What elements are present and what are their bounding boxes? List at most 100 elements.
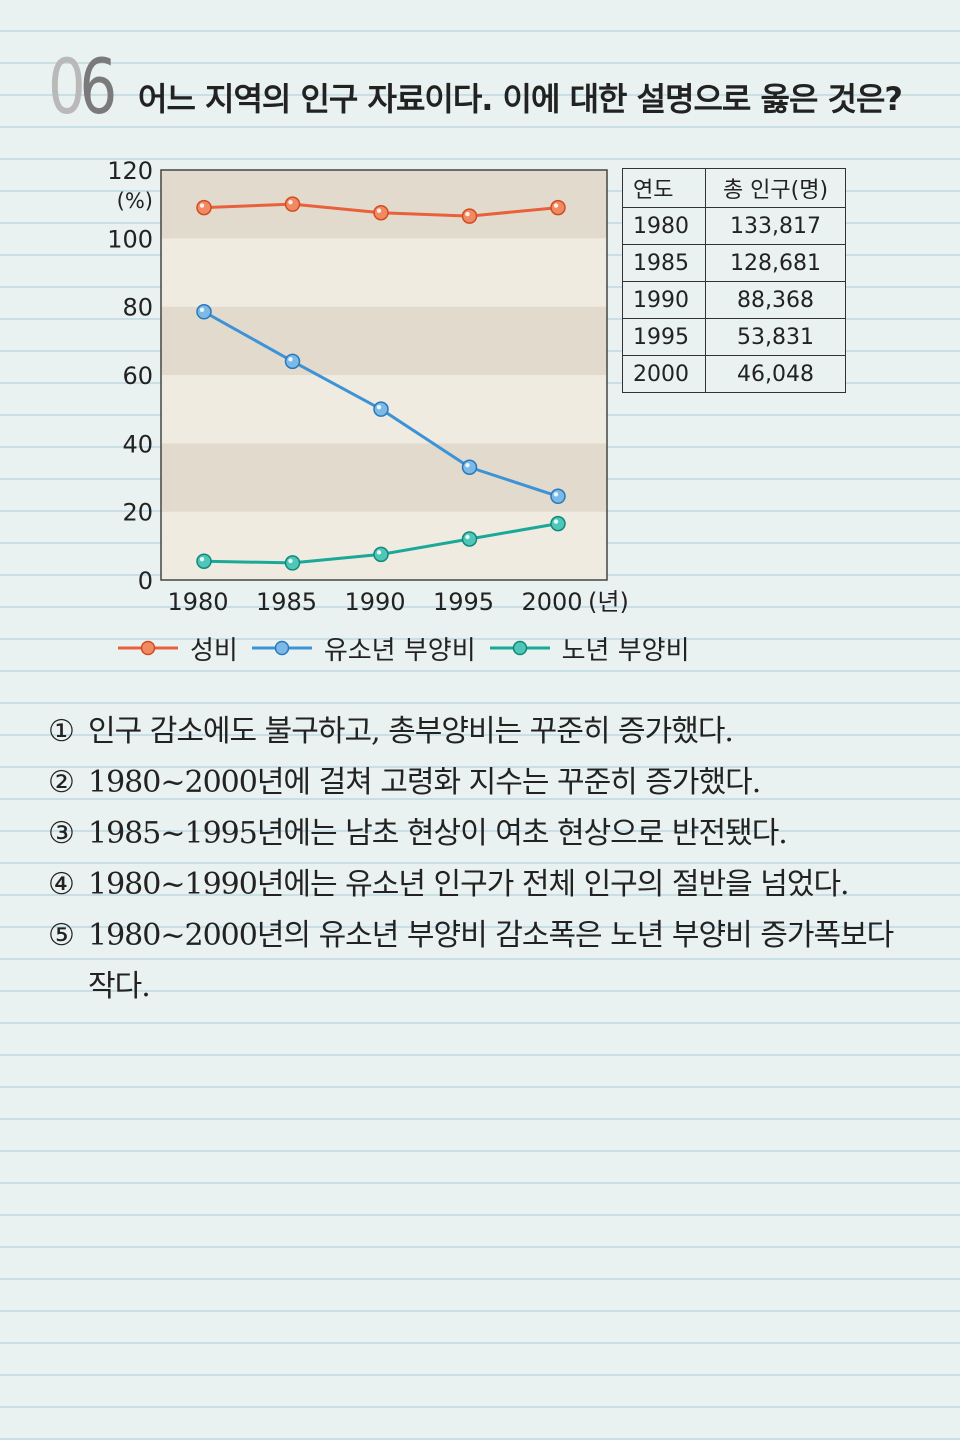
data-point-highlight <box>465 463 470 468</box>
option-marker: ④ <box>48 867 75 902</box>
y-axis-unit: (%) <box>117 189 153 213</box>
chart-band <box>161 238 607 307</box>
data-point <box>196 553 212 569</box>
legend-swatch-elderly-dependency <box>489 640 550 656</box>
y-tick-label: 0 <box>138 567 153 595</box>
data-point <box>373 546 389 563</box>
data-point-highlight <box>199 307 205 312</box>
table-header-row: 연도 총 인구(명) <box>622 168 846 208</box>
option-1[interactable]: ① 인구 감소에도 불구하고, 총부양비는 꾸준히 증가했다. <box>48 706 928 757</box>
chart-band <box>161 170 607 239</box>
data-point <box>550 488 566 505</box>
data-point <box>373 204 389 221</box>
chart-band <box>161 306 607 375</box>
table-cell-population: 128,681 <box>705 244 846 282</box>
plot-area-border <box>160 169 608 581</box>
option-text: 인구 감소에도 불구하고, 총부양비는 꾸준히 증가했다. <box>88 714 734 749</box>
data-point <box>550 515 566 532</box>
option-text: 1985~1995년에는 남초 현상이 여초 현상으로 반전됐다. <box>88 816 788 851</box>
question-number: 06 <box>48 42 117 132</box>
chart-legend: 성비 유소년 부양비 노년 부양비 <box>118 628 704 668</box>
option-text: 1980~2000년에 걸쳐 고령화 지수는 꾸준히 증가했다. <box>88 765 761 800</box>
data-point-highlight <box>553 203 559 208</box>
table-cell-population: 53,831 <box>705 318 846 356</box>
data-point <box>284 196 301 212</box>
table-row: 1995 53,831 <box>622 318 846 356</box>
y-tick-label: 40 <box>122 430 153 458</box>
table-cell-population: 133,817 <box>705 207 846 245</box>
data-point-highlight <box>199 203 205 208</box>
table-header-population: 총 인구(명) <box>705 168 846 208</box>
data-point-highlight <box>288 558 293 564</box>
chart-frame <box>160 169 608 581</box>
chart-series <box>196 196 566 571</box>
option-4[interactable]: ④ 1980~1990년에는 유소년 인구가 전체 인구의 절반을 넘었다. <box>48 859 928 910</box>
option-marker: ③ <box>48 816 75 851</box>
data-point <box>550 199 566 216</box>
question-number-second-digit: 6 <box>79 42 117 131</box>
data-point-highlight <box>553 492 559 497</box>
data-point <box>196 304 212 320</box>
x-axis-tick-labels: 1980 1985 1990 1995 2000 <box>167 588 582 616</box>
option-2[interactable]: ② 1980~2000년에 걸쳐 고령화 지수는 꾸준히 증가했다. <box>48 757 928 808</box>
data-point-highlight <box>376 404 382 410</box>
chart-background-bands <box>161 170 607 580</box>
option-5[interactable]: ⑤ 1980~2000년의 유소년 부양비 감소폭은 노년 부양비 증가폭보다 <box>48 910 928 961</box>
data-point-highlight <box>465 534 470 540</box>
option-marker: ⑤ <box>48 918 75 953</box>
chart-band <box>161 443 607 512</box>
data-point <box>284 555 301 571</box>
table-cell-year: 2000 <box>622 355 706 393</box>
table-row: 1985 128,681 <box>622 244 846 282</box>
data-point <box>461 208 478 224</box>
table-cell-year: 1995 <box>622 318 706 356</box>
legend-swatch-youth-dependency <box>251 640 312 656</box>
y-tick-label: 100 <box>107 225 153 253</box>
x-tick-label: 1995 <box>433 588 494 616</box>
x-tick-label: 2000 <box>521 588 582 616</box>
x-tick-label: 1985 <box>256 588 317 616</box>
table-cell-population: 46,048 <box>705 355 846 393</box>
question-number-first-digit: 0 <box>48 42 86 131</box>
legend-swatch-sex-ratio <box>118 640 178 656</box>
table-row: 2000 46,048 <box>622 355 846 393</box>
option-text: 1980~2000년의 유소년 부양비 감소폭은 노년 부양비 증가폭보다 <box>88 918 894 953</box>
x-axis-unit: (년) <box>588 588 629 616</box>
population-table: 연도 총 인구(명) 1980 133,817 1985 128,681 199… <box>622 168 846 393</box>
data-point <box>196 199 212 216</box>
table-cell-year: 1990 <box>622 281 706 319</box>
y-axis-tick-labels: 0 20 40 60 80 100 120 <box>107 158 153 595</box>
data-point-highlight <box>288 357 293 362</box>
data-point <box>373 401 389 417</box>
chart-band <box>161 511 607 580</box>
line-chart: 0 20 40 60 80 100 120 1980 1985 1990 1995 2000 (%)… <box>107 158 629 616</box>
table-row: 1980 133,817 <box>622 207 846 245</box>
table-header-year: 연도 <box>622 168 706 208</box>
option-marker: ② <box>48 765 75 800</box>
table-row: 1990 88,368 <box>622 281 846 319</box>
data-point-highlight <box>199 557 205 562</box>
option-5-continuation: 작다. <box>88 969 151 1004</box>
option-text: 1980~1990년에는 유소년 인구가 전체 인구의 절반을 넘었다. <box>88 867 850 902</box>
x-tick-label: 1990 <box>344 588 405 616</box>
data-point-highlight <box>465 211 470 217</box>
option-3[interactable]: ③ 1985~1995년에는 남초 현상이 여초 현상으로 반전됐다. <box>48 808 928 859</box>
y-tick-label: 20 <box>122 499 153 527</box>
data-point-highlight <box>376 208 382 213</box>
table-cell-year: 1985 <box>622 244 706 282</box>
x-tick-label: 1980 <box>167 588 228 616</box>
answer-options: ① 인구 감소에도 불구하고, 총부양비는 꾸준히 증가했다. ② 1980~200… <box>48 706 928 1012</box>
data-point <box>461 531 478 547</box>
data-point-highlight <box>553 519 559 524</box>
legend-label-sex-ratio: 성비 <box>190 635 238 666</box>
table-cell-population: 88,368 <box>705 281 846 319</box>
y-tick-label: 120 <box>107 158 153 185</box>
y-tick-label: 80 <box>122 294 153 322</box>
table-cell-year: 1980 <box>622 207 706 245</box>
data-point <box>461 459 478 475</box>
option-marker: ① <box>48 714 75 749</box>
legend-label-youth-dependency: 유소년 부양비 <box>323 635 476 666</box>
data-point-highlight <box>288 199 293 205</box>
data-point <box>284 353 301 370</box>
data-point-highlight <box>376 550 382 555</box>
